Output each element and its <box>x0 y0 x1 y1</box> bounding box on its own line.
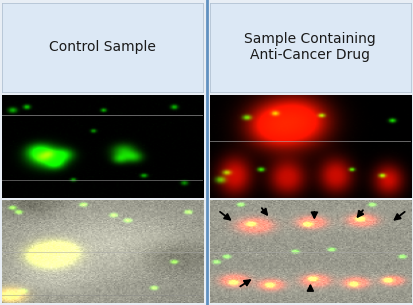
Text: Control Sample: Control Sample <box>49 40 156 54</box>
Text: Sample Containing
Anti-Cancer Drug: Sample Containing Anti-Cancer Drug <box>244 32 376 63</box>
